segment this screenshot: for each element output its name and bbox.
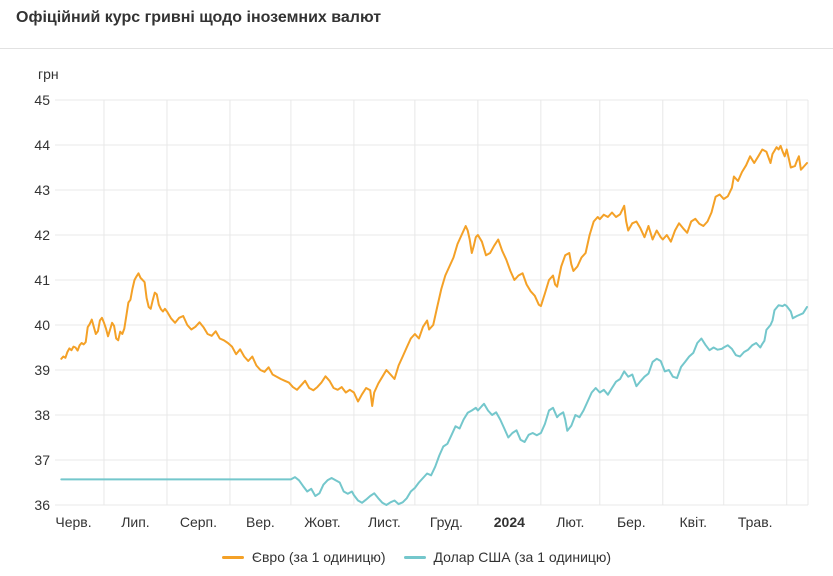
x-axis-label: Трав.	[737, 514, 773, 530]
x-axis-label: Груд.	[429, 514, 463, 530]
y-axis-tick-label: 36	[34, 497, 50, 513]
y-axis-tick-label: 44	[34, 137, 50, 153]
legend: Євро (за 1 одиницю) Долар США (за 1 один…	[0, 549, 833, 565]
y-axis-tick-label: 43	[34, 182, 50, 198]
usd-line-swatch-icon	[403, 555, 426, 559]
y-axis-tick-label: 38	[34, 407, 50, 423]
y-axis-tick-label: 41	[34, 272, 50, 288]
x-axis-label: Серп.	[179, 514, 218, 530]
y-axis-tick-label: 42	[34, 227, 50, 243]
legend-label-euro: Євро (за 1 одиницю)	[251, 549, 386, 565]
x-axis-label: 2024	[493, 514, 525, 530]
x-axis-label: Лип.	[121, 514, 150, 530]
euro-line-swatch-icon	[221, 555, 244, 559]
page-title: Офіційний курс гривні щодо іноземних вал…	[16, 9, 382, 26]
legend-item-euro[interactable]: Євро (за 1 одиницю)	[221, 549, 386, 565]
y-axis-tick-label: 45	[34, 92, 50, 108]
x-axis-label: Лист.	[367, 514, 401, 530]
legend-label-usd: Долар США (за 1 одиницю)	[433, 549, 612, 565]
y-axis-tick-label: 37	[34, 452, 50, 468]
x-axis-label: Вер.	[246, 514, 275, 530]
usd-series-line[interactable]	[60, 303, 808, 506]
y-axis-tick-label: 40	[34, 317, 50, 333]
x-axis-label: Лют.	[556, 514, 585, 530]
title-divider	[0, 48, 833, 49]
y-axis-unit-label: грн	[38, 66, 59, 82]
x-axis-label: Черв.	[55, 514, 92, 530]
euro-series-line[interactable]	[60, 144, 808, 407]
x-axis-label: Квіт.	[679, 514, 707, 530]
x-axis-label: Бер.	[616, 514, 646, 530]
y-axis-tick-label: 39	[34, 362, 50, 378]
x-axis-label: Жовт.	[304, 514, 341, 530]
legend-item-usd[interactable]: Долар США (за 1 одиницю)	[403, 549, 612, 565]
